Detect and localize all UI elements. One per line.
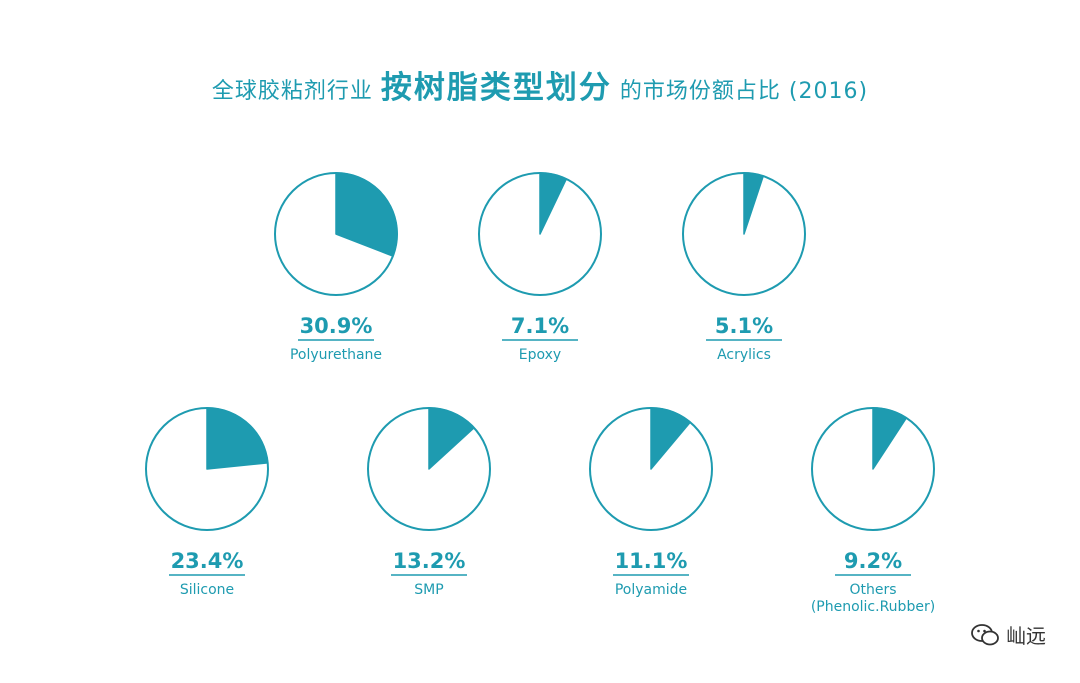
pie-acrylics: 5.1% Acrylics [682, 172, 806, 363]
pie-others: 9.2% Others(Phenolic.Rubber) [811, 407, 935, 615]
pie-slice-silicone [206, 407, 269, 470]
pie-epoxy: 7.1% Epoxy [478, 172, 602, 363]
pie-slice-others [872, 407, 908, 470]
value-label-polyamide: 11.1% [615, 549, 688, 573]
category-label-polyurethane: Polyurethane [290, 347, 382, 363]
category-label-silicone: Silicone [180, 582, 234, 598]
category-label-others: Others [849, 582, 896, 598]
category-label-epoxy: Epoxy [519, 347, 561, 363]
watermark-text: 屾远 [1006, 624, 1046, 648]
category-label-smp: SMP [414, 582, 443, 598]
value-label-acrylics: 5.1% [715, 314, 773, 338]
pie-silicone: 23.4% Silicone [145, 407, 269, 598]
title-emphasis: 按树脂类型划分 [380, 70, 612, 106]
pie-slice-polyurethane [335, 172, 398, 257]
category-label-polyamide: Polyamide [615, 582, 687, 598]
pie-polyurethane: 30.9% Polyurethane [274, 172, 398, 363]
value-label-others: 9.2% [844, 549, 902, 573]
pie-slice-acrylics [743, 172, 764, 235]
wechat-icon [971, 623, 999, 645]
chart-title: 全球胶粘剂行业 按树脂类型划分 的市场份额占比 (2016) [0, 62, 1080, 107]
pie-polyamide: 11.1% Polyamide [589, 407, 713, 598]
value-label-polyurethane: 30.9% [300, 314, 373, 338]
watermark: 屾远 [970, 620, 1046, 649]
title-prefix: 全球胶粘剂行业 [211, 79, 373, 104]
pie-slice-polyamide [650, 407, 691, 470]
title-suffix: 的市场份额占比 (2016) [619, 79, 869, 104]
pie-slice-smp [428, 407, 475, 470]
value-label-smp: 13.2% [393, 549, 466, 573]
category-label-acrylics: Acrylics [717, 347, 771, 363]
pie-smp: 13.2% SMP [367, 407, 491, 598]
value-label-silicone: 23.4% [171, 549, 244, 573]
pie-slice-epoxy [539, 172, 568, 235]
value-label-epoxy: 7.1% [511, 314, 569, 338]
category-label-line2-others: (Phenolic.Rubber) [811, 599, 935, 615]
